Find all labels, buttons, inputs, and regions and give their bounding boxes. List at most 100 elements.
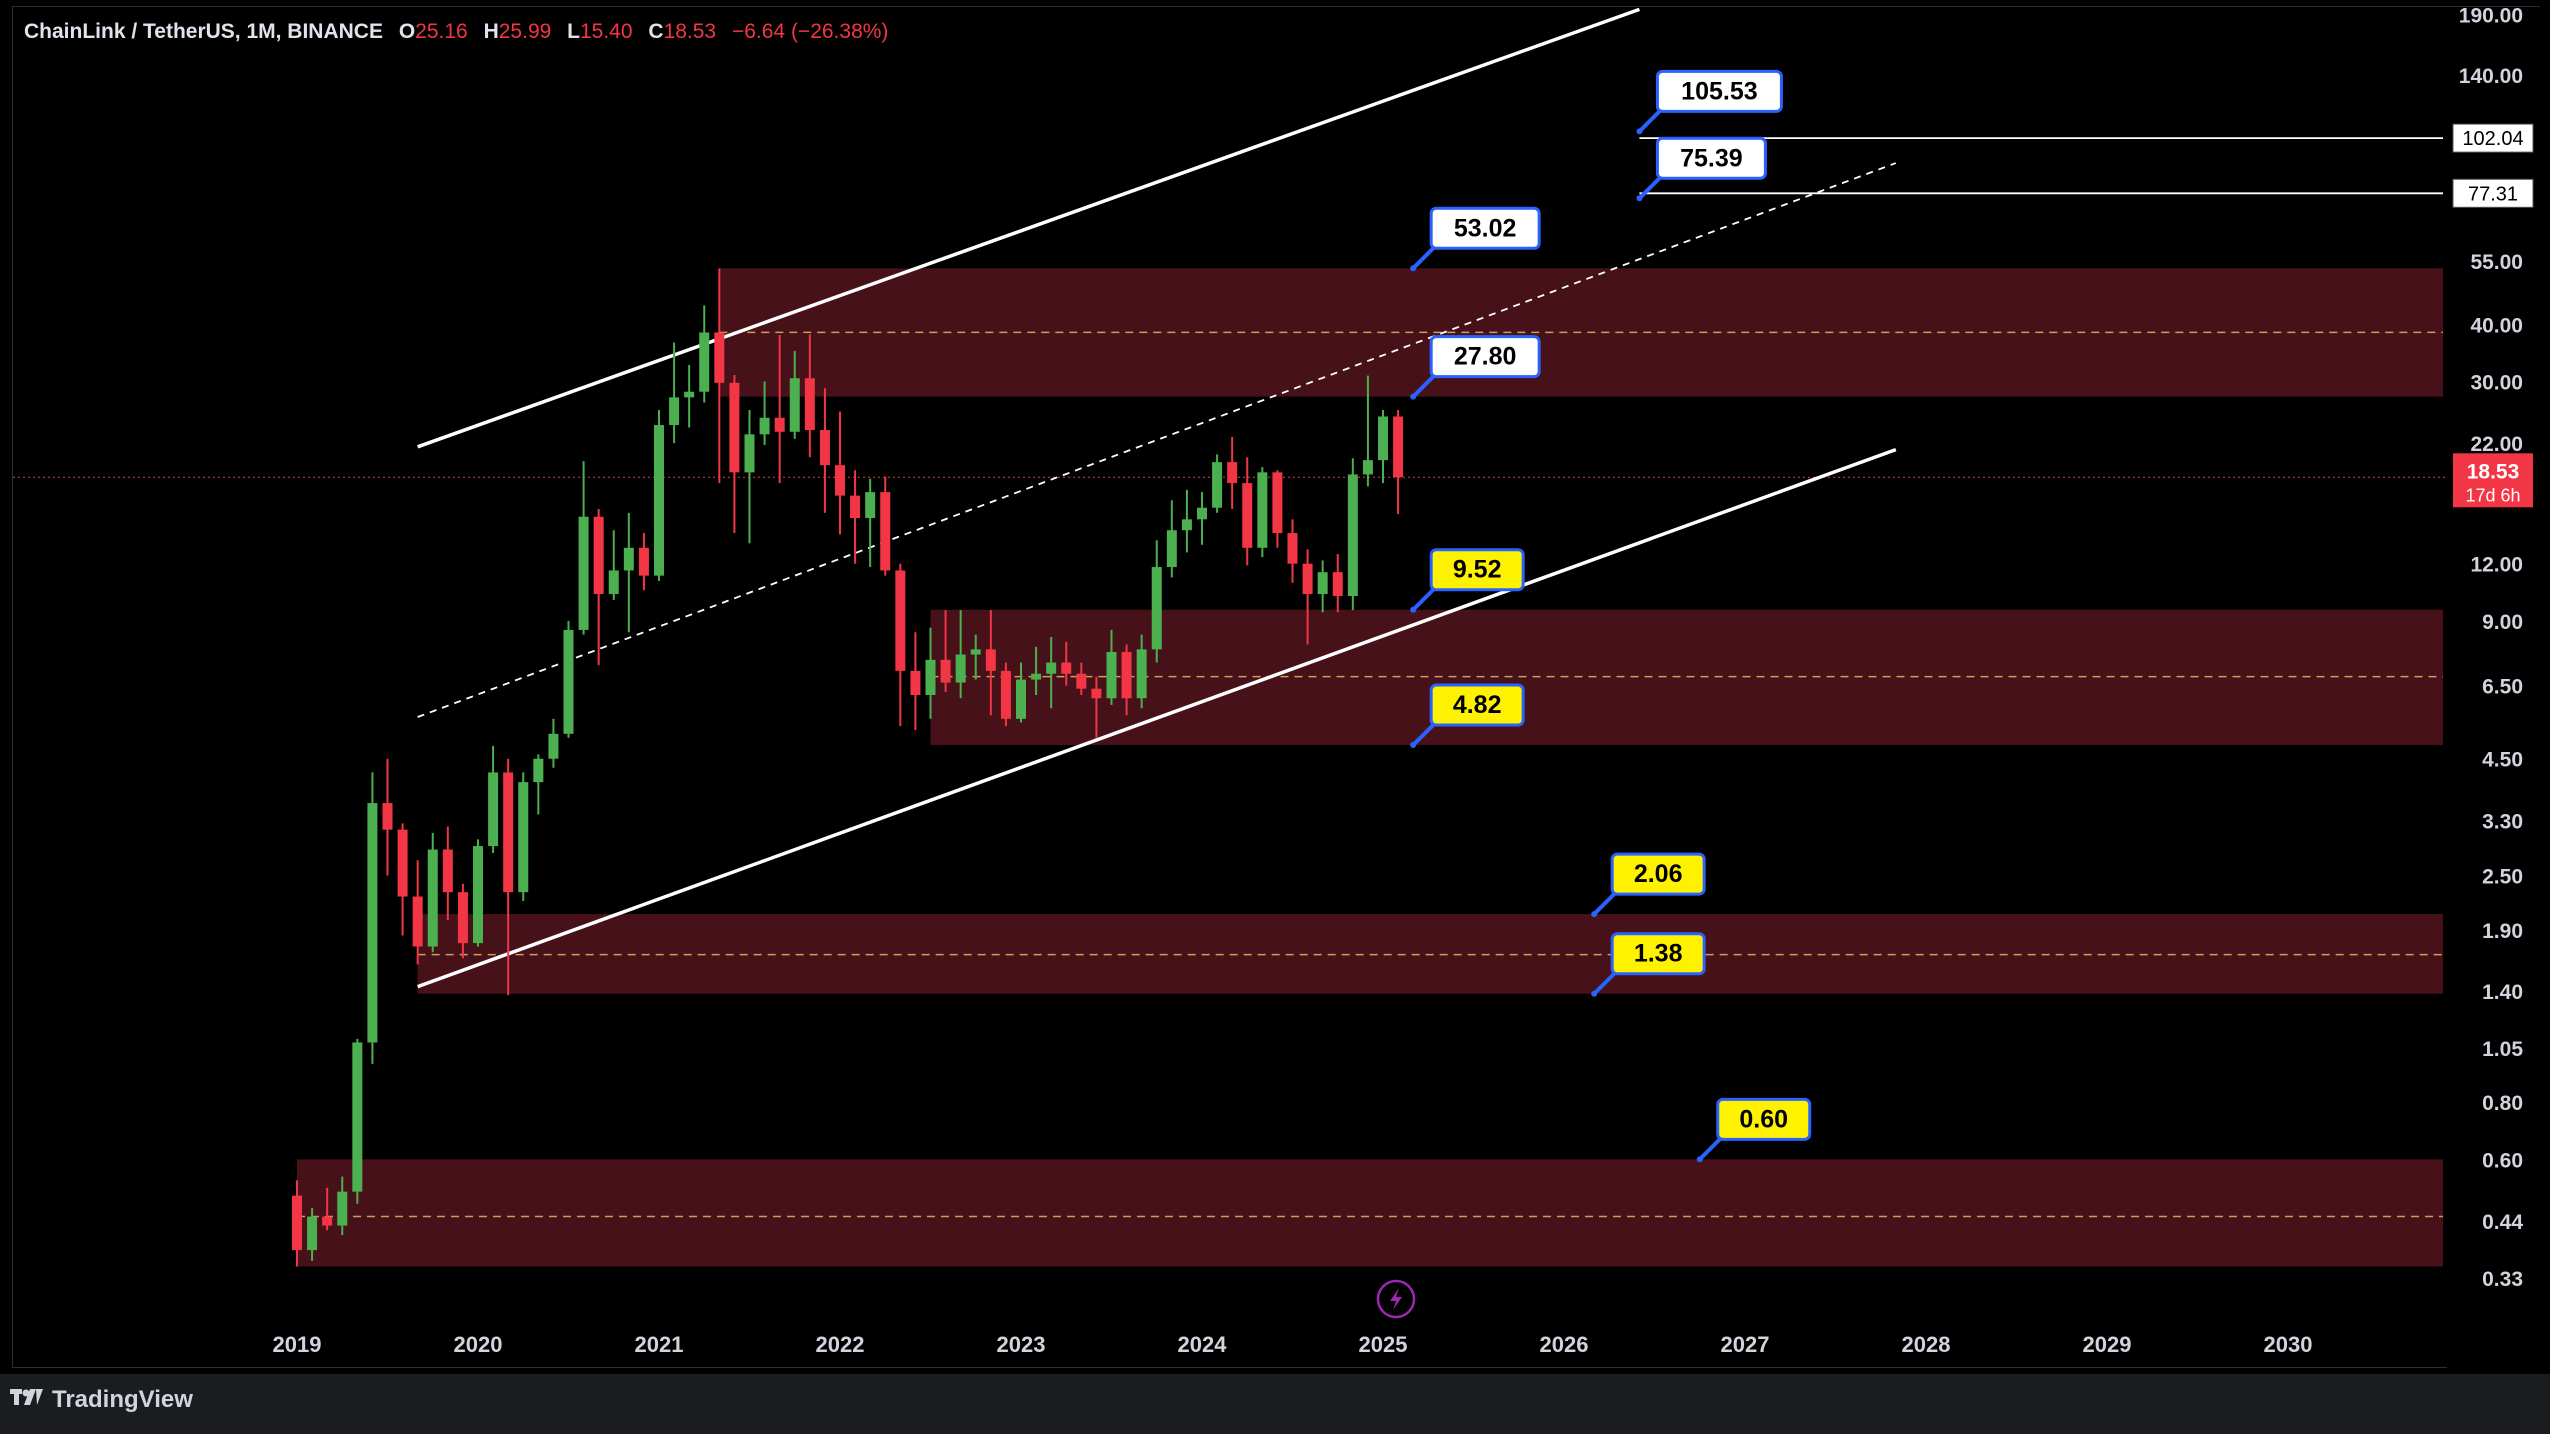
price-axis-tick: 0.60 — [2482, 1149, 2523, 1172]
chart-area[interactable]: 105.53 75.39 53.02 27.80 9.52 4.82 2.06 1.38 0.6… — [12, 6, 2541, 1369]
candle-body-2024-09 — [1317, 572, 1328, 595]
time-axis-tick: 2028 — [1902, 1332, 1951, 1357]
price-label-text-4: 9.52 — [1453, 556, 1502, 584]
candle-body-2019-06 — [367, 803, 378, 1043]
candle-body-2021-09 — [774, 417, 785, 432]
price-axis — [2447, 7, 2541, 1369]
candle-body-2020-08 — [578, 516, 589, 630]
symbol-title: ChainLink / TetherUS, 1M, BINANCE — [24, 20, 383, 43]
candle-body-2023-10 — [1151, 567, 1162, 650]
candle-body-2025-01 — [1378, 416, 1388, 461]
label-anchor-8 — [1696, 1156, 1703, 1163]
candle-body-2020-07 — [563, 629, 574, 734]
candle-body-2023-04 — [1061, 662, 1072, 674]
time-axis-tick: 2030 — [2264, 1332, 2313, 1357]
candle-body-2019-11 — [442, 849, 453, 893]
candle-body-2024-11 — [1347, 474, 1358, 597]
candle-body-2020-12 — [638, 547, 649, 576]
candle-body-2024-10 — [1332, 572, 1343, 597]
candle-body-2021-11 — [804, 378, 815, 431]
candle-body-2021-05 — [714, 332, 725, 383]
price-axis-tick: 30.00 — [2470, 372, 2523, 395]
candle-body-2022-07 — [925, 659, 936, 695]
candle-body-2021-04 — [699, 332, 710, 392]
lightning-icon — [1376, 1279, 1416, 1319]
candle-body-2024-05 — [1257, 472, 1268, 548]
label-anchor-3 — [1410, 393, 1417, 400]
price-label-text-8: 0.60 — [1739, 1105, 1788, 1133]
tradingview-logo-icon — [10, 1387, 44, 1413]
time-axis-tick: 2022 — [816, 1332, 865, 1357]
price-axis-tick: 12.00 — [2470, 554, 2523, 577]
candle-body-2021-08 — [759, 417, 770, 435]
label-anchor-7 — [1591, 990, 1598, 997]
time-axis-tick: 2019 — [273, 1332, 322, 1357]
candle-body-2024-02 — [1212, 462, 1223, 508]
label-anchor-2 — [1410, 265, 1417, 272]
low-value: 15.40 — [579, 20, 633, 43]
supply-demand-zone-3 — [297, 1159, 2443, 1267]
candle-body-2020-10 — [608, 570, 619, 595]
candle-body-2020-04 — [518, 782, 529, 893]
candle-body-2019-03 — [322, 1216, 333, 1226]
price-label-text-2: 53.02 — [1454, 214, 1517, 242]
time-axis-tick: 2023 — [997, 1332, 1046, 1357]
open-value: 25.16 — [415, 20, 468, 43]
label-anchor-0 — [1636, 128, 1643, 135]
candle-body-2021-01 — [654, 425, 664, 576]
candle-body-2022-12 — [1000, 670, 1011, 719]
price-axis-tick: 2.50 — [2482, 866, 2523, 889]
candle-body-2019-07 — [382, 803, 393, 830]
time-axis-tick: 2024 — [1178, 1332, 1228, 1357]
time-axis-tick: 2020 — [454, 1332, 503, 1357]
label-anchor-5 — [1410, 742, 1417, 749]
candle-body-2019-09 — [412, 896, 423, 947]
candle-body-2023-09 — [1136, 649, 1147, 699]
candle-body-2023-01 — [1016, 679, 1026, 719]
candle-body-2024-12 — [1362, 460, 1373, 475]
price-axis-tick: 0.44 — [2482, 1211, 2523, 1234]
candle-body-2019-02 — [307, 1216, 318, 1251]
close-label: C — [648, 20, 664, 43]
candle-body-2019-05 — [352, 1042, 363, 1192]
level-badge-1 — [2452, 178, 2534, 208]
current-price-countdown: 17d 6h — [2465, 485, 2520, 505]
candle-body-2020-03 — [503, 772, 514, 893]
candle-body-2021-06 — [729, 382, 740, 473]
candle-body-2023-06 — [1091, 688, 1102, 699]
price-axis-tick: 1.40 — [2482, 981, 2523, 1004]
current-price-badge — [2453, 453, 2533, 508]
candle-body-2023-12 — [1181, 519, 1192, 531]
candle-body-2019-10 — [427, 849, 438, 947]
price-label-text-3: 27.80 — [1454, 343, 1517, 371]
price-label-box-8 — [1716, 1097, 1812, 1141]
tradingview-logo[interactable]: TradingView — [10, 1386, 193, 1414]
candle-body-2020-11 — [623, 547, 634, 571]
lightning-icon-bolt — [1390, 1288, 1402, 1310]
price-axis-tick: 0.80 — [2482, 1092, 2523, 1115]
candle-body-2022-04 — [880, 492, 891, 571]
candle-body-2019-12 — [457, 892, 468, 944]
footer-bar — [0, 1374, 2550, 1434]
supply-demand-zone-1 — [930, 609, 2443, 746]
channel-middle-line — [417, 162, 1897, 718]
candle-body-2024-03 — [1227, 462, 1238, 484]
candle-body-2023-02 — [1031, 673, 1042, 680]
candle-body-2021-10 — [789, 378, 800, 432]
price-label-text-6: 2.06 — [1634, 860, 1683, 888]
candle-body-2022-02 — [850, 495, 861, 519]
candle-body-2024-06 — [1272, 472, 1283, 534]
time-axis-tick: 2021 — [635, 1332, 684, 1357]
level-badge-0 — [2452, 123, 2534, 153]
tradingview-logo-text: TradingView — [52, 1386, 193, 1413]
candle-body-2022-06 — [910, 670, 921, 695]
price-axis-tick: 0.33 — [2482, 1268, 2523, 1291]
price-label-text-7: 1.38 — [1634, 940, 1683, 968]
price-label-text-5: 4.82 — [1453, 691, 1502, 719]
price-chart[interactable]: 105.53 75.39 53.02 27.80 9.52 4.82 2.06 1.38 0.6… — [13, 7, 2541, 1369]
label-anchor-6 — [1591, 911, 1598, 918]
candle-body-2024-07 — [1287, 533, 1298, 564]
candle-body-2021-03 — [684, 391, 695, 398]
price-label-box-1 — [1655, 136, 1767, 180]
candle-body-2022-09 — [955, 654, 966, 683]
